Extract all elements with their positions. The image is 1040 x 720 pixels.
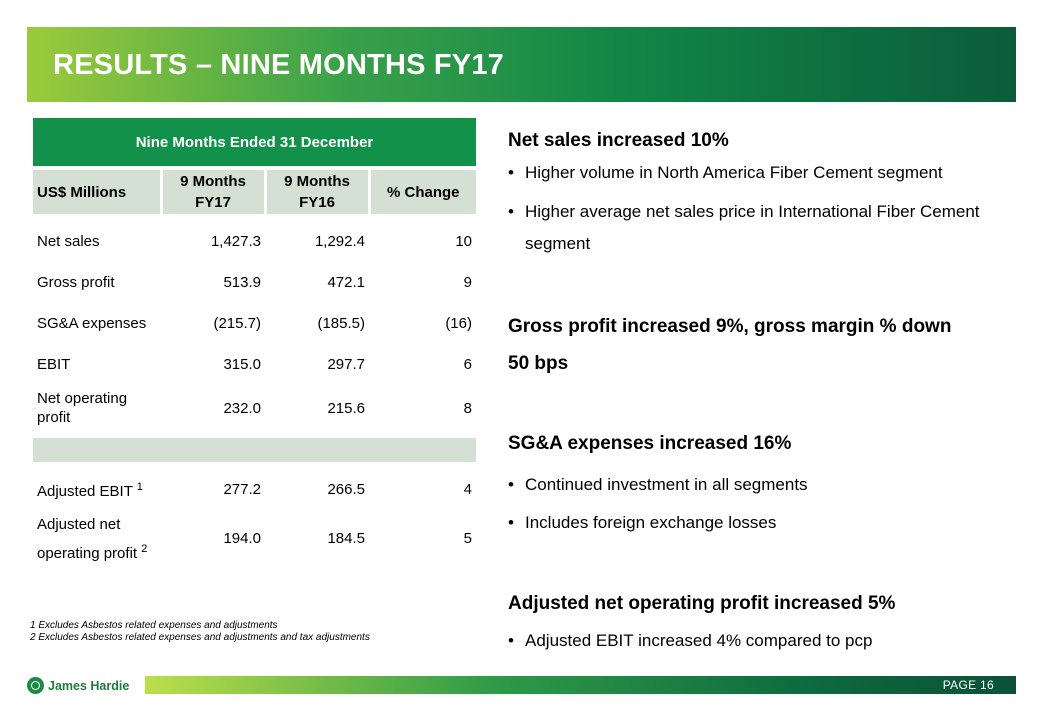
footnotes: 1 Excludes Asbestos related expenses and… bbox=[30, 620, 370, 644]
table-row: Gross profit 513.9 472.1 9 bbox=[37, 274, 472, 291]
bullet-item: Higher average net sales price in Intern… bbox=[508, 196, 998, 260]
col-header-change: % Change bbox=[369, 168, 476, 214]
results-table: Nine Months Ended 31 December US$ Millio… bbox=[33, 118, 476, 568]
table-row: Net operating profit 232.0 215.6 8 bbox=[37, 390, 472, 426]
brand-name: James Hardie bbox=[48, 678, 130, 693]
page-title: RESULTS – NINE MONTHS FY17 bbox=[53, 49, 505, 81]
net-sales-heading: Net sales increased 10% bbox=[508, 130, 729, 151]
footnote: 1 Excludes Asbestos related expenses and… bbox=[30, 620, 278, 631]
col-header-fy16: 9 Months FY16 bbox=[265, 168, 371, 214]
table-row: Adjusted net operating profit 2 194.0 18… bbox=[37, 515, 472, 562]
col-header-fy17: 9 Months FY17 bbox=[161, 168, 267, 214]
sga-heading: SG&A expenses increased 16% bbox=[508, 433, 792, 454]
gross-profit-heading: Gross profit increased 9%, gross margin … bbox=[508, 316, 952, 374]
bullet-item: Adjusted EBIT increased 4% compared to p… bbox=[508, 625, 998, 657]
period-heading: Nine Months Ended 31 December bbox=[33, 118, 476, 170]
footer-bar: PAGE 16 bbox=[145, 676, 1016, 694]
footnote-ref: 1 bbox=[136, 481, 143, 493]
table-separator bbox=[33, 438, 476, 462]
col-header-units: US$ Millions bbox=[33, 168, 163, 214]
bullet-item: Higher volume in North America Fiber Cem… bbox=[508, 157, 998, 189]
table-row: EBIT 315.0 297.7 6 bbox=[37, 356, 472, 373]
table-row: SG&A expenses (215.7) (185.5) (16) bbox=[37, 315, 472, 332]
table-row: Adjusted EBIT 1 277.2 266.5 4 bbox=[37, 481, 472, 500]
table-period-header: Nine Months Ended 31 December bbox=[33, 118, 476, 170]
adj-nop-heading: Adjusted net operating profit increased … bbox=[508, 593, 896, 614]
footnote: 2 Excludes Asbestos related expenses and… bbox=[30, 632, 370, 643]
title-banner: RESULTS – NINE MONTHS FY17 bbox=[27, 27, 1016, 102]
james-hardie-logo-icon bbox=[27, 677, 44, 694]
page-number: PAGE 16 bbox=[942, 678, 994, 692]
bullet-item: Includes foreign exchange losses bbox=[508, 507, 998, 539]
bullet-item: Continued investment in all segments bbox=[508, 469, 998, 501]
table-column-headers: US$ Millions 9 Months FY17 9 Months FY16… bbox=[33, 168, 476, 214]
brand-logo: James Hardie bbox=[27, 676, 129, 695]
table-row: Net sales 1,427.3 1,292.4 10 bbox=[37, 233, 472, 250]
footnote-ref: 2 bbox=[141, 542, 148, 555]
